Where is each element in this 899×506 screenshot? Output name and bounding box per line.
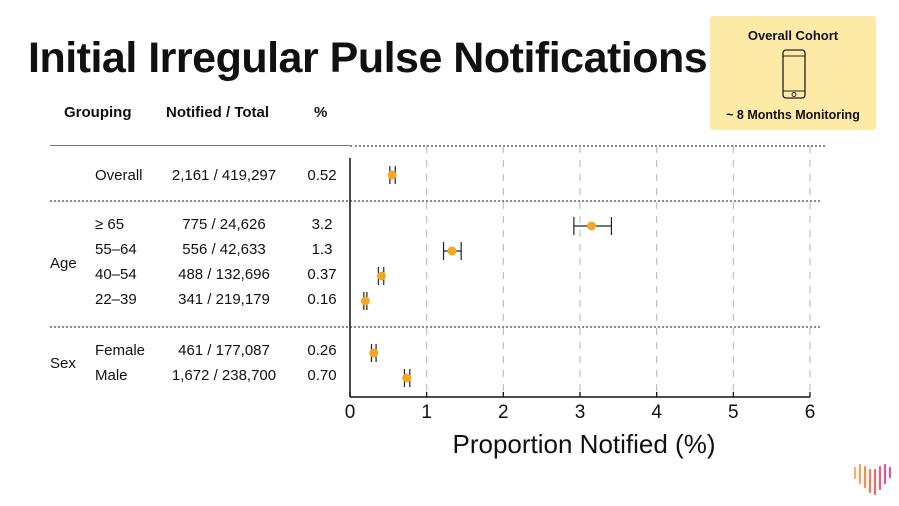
- row-pct: 0.26: [307, 342, 337, 359]
- row-label: ≥ 65: [95, 216, 125, 233]
- row-label: Male: [95, 367, 128, 384]
- row-label: 40–54: [95, 266, 137, 283]
- x-tick-label: 6: [805, 402, 816, 423]
- data-point: [447, 246, 457, 256]
- row-counts: 488 / 132,696: [178, 266, 270, 283]
- header-percent: %: [314, 104, 328, 121]
- data-point: [376, 271, 386, 281]
- x-tick-label: 4: [651, 402, 662, 423]
- x-tick-label: 2: [498, 402, 509, 423]
- row-label: 22–39: [95, 291, 137, 308]
- data-point: [587, 221, 596, 231]
- row-counts: 1,672 / 238,700: [171, 367, 277, 384]
- data-point: [387, 170, 397, 180]
- row-label: Female: [95, 342, 146, 359]
- row-label: Overall: [95, 167, 143, 184]
- x-tick-label: 1: [421, 402, 432, 423]
- header-grouping: Grouping: [64, 104, 132, 121]
- row-pct: 0.16: [307, 291, 337, 308]
- row-counts: 775 / 24,626: [182, 216, 266, 233]
- cohort-title: Overall Cohort: [747, 28, 839, 43]
- row-counts: 341 / 219,179: [178, 291, 270, 308]
- x-tick-label: 3: [575, 402, 586, 423]
- page-title: Initial Irregular Pulse Notifications: [28, 34, 708, 82]
- row-pct: 0.70: [307, 367, 337, 384]
- heart-logo-icon: [853, 463, 892, 496]
- header-notified-total: Notified / Total: [166, 104, 270, 121]
- x-tick-label: 0: [345, 402, 356, 423]
- row-counts: 461 / 177,087: [178, 342, 270, 359]
- header-divider-dotted: [350, 145, 825, 147]
- phone-icon: [782, 49, 806, 99]
- x-tick-label: 5: [728, 402, 739, 423]
- row-pct: 0.52: [307, 167, 337, 184]
- row-divider-sex: [50, 326, 820, 328]
- data-point: [360, 296, 370, 306]
- row-pct: 1.3: [311, 241, 333, 258]
- row-pct: 3.2: [311, 216, 333, 233]
- row-label: 55–64: [95, 241, 137, 258]
- cohort-badge: Overall Cohort ~ 8 Months Monitoring: [710, 16, 876, 130]
- x-axis-label: Proportion Notified (%): [453, 429, 716, 459]
- data-point: [369, 348, 379, 358]
- row-divider-age: [50, 200, 820, 202]
- group-label-sex: Sex: [50, 355, 76, 372]
- row-counts: 2,161 / 419,297: [171, 167, 277, 184]
- header-divider: [50, 145, 350, 146]
- row-counts: 556 / 42,633: [182, 241, 266, 258]
- data-point: [402, 373, 412, 383]
- row-pct: 0.37: [307, 266, 337, 283]
- group-label-age: Age: [50, 255, 77, 272]
- cohort-subtitle: ~ 8 Months Monitoring: [726, 108, 860, 122]
